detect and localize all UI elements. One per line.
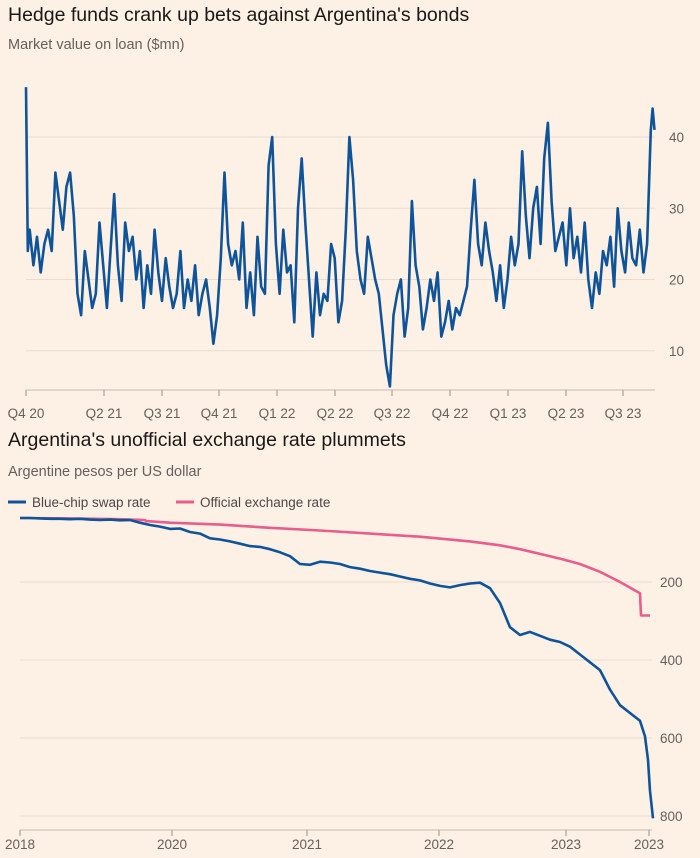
series-line-official bbox=[19, 516, 650, 617]
x-tick-label: Q2 23 bbox=[548, 406, 585, 421]
x-tick-label: Q3 23 bbox=[605, 406, 642, 421]
y-tick-label: 800 bbox=[660, 809, 683, 824]
series-line-market-value bbox=[24, 87, 656, 388]
x-tick-label: Q1 23 bbox=[490, 406, 527, 421]
x-tick-label: Q3 21 bbox=[144, 406, 181, 421]
chart-subtitle-1: Market value on loan ($mn) bbox=[8, 37, 185, 53]
y-tick-label: 10 bbox=[669, 344, 684, 359]
y-tick-label: 600 bbox=[660, 731, 683, 746]
y-tick-label: 400 bbox=[660, 653, 683, 668]
y-tick-label: 40 bbox=[669, 130, 684, 145]
y-tick-label: 20 bbox=[669, 273, 684, 288]
x-tick-label: Q2 22 bbox=[317, 406, 354, 421]
x-tick-label: Q4 20 bbox=[8, 406, 45, 421]
x-tick-label: 2022 bbox=[424, 837, 454, 852]
x-tick-label: 2020 bbox=[157, 837, 187, 852]
chart-title-1: Hedge funds crank up bets against Argent… bbox=[8, 4, 470, 26]
series-line-blue-chip bbox=[20, 516, 655, 819]
x-tick-label: 2023 bbox=[551, 837, 581, 852]
legend-label: Official exchange rate bbox=[200, 495, 330, 510]
chart-subtitle-2: Argentine pesos per US dollar bbox=[8, 464, 202, 480]
x-tick-label: Q2 21 bbox=[86, 406, 123, 421]
chart-title-2: Argentina's unofficial exchange rate plu… bbox=[8, 429, 406, 451]
legend-label: Blue-chip swap rate bbox=[32, 495, 151, 510]
x-tick-label: 2018 bbox=[5, 837, 35, 852]
x-tick-label: 2021 bbox=[292, 837, 322, 852]
y-tick-label: 200 bbox=[660, 575, 683, 590]
x-tick-label: Q4 21 bbox=[201, 406, 238, 421]
x-tick-label: Q3 22 bbox=[374, 406, 411, 421]
x-tick-label: 2023 bbox=[634, 837, 664, 852]
x-tick-label: Q4 22 bbox=[432, 406, 469, 421]
chart-1-svg: 10 20 30 40 Q4 20 Q2 21 Q3 21 Q4 21 Q1 22 Q2 22 Q3… bbox=[8, 87, 684, 421]
y-tick-label: 30 bbox=[669, 201, 684, 216]
x-tick-label: Q1 22 bbox=[259, 406, 296, 421]
